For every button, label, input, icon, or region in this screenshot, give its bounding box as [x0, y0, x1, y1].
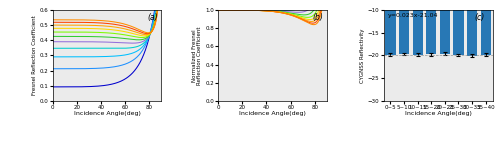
Bar [467, 0, 477, 56]
X-axis label: Incidence Angle(deg): Incidence Angle(deg) [404, 111, 471, 116]
Bar [480, 0, 491, 55]
Text: (a): (a) [148, 13, 158, 22]
Y-axis label: CYGNSS Reflectivity: CYGNSS Reflectivity [360, 28, 365, 83]
Text: (b): (b) [313, 13, 324, 22]
Text: y=0.023x-21.04: y=0.023x-21.04 [388, 13, 438, 18]
X-axis label: Incidence Angle(deg): Incidence Angle(deg) [239, 111, 306, 116]
Text: (c): (c) [474, 13, 484, 22]
Bar [426, 0, 436, 54]
Bar [399, 0, 409, 54]
Bar [386, 0, 396, 55]
Bar [412, 0, 422, 55]
X-axis label: Incidence Angle(deg): Incidence Angle(deg) [74, 111, 140, 116]
Y-axis label: Normalized Fresnel
Reflection Coefficient: Normalized Fresnel Reflection Coefficien… [192, 26, 202, 85]
Y-axis label: Fresnel Reflection Coefficient: Fresnel Reflection Coefficient [32, 16, 37, 95]
Bar [440, 0, 450, 54]
Bar [454, 0, 464, 55]
